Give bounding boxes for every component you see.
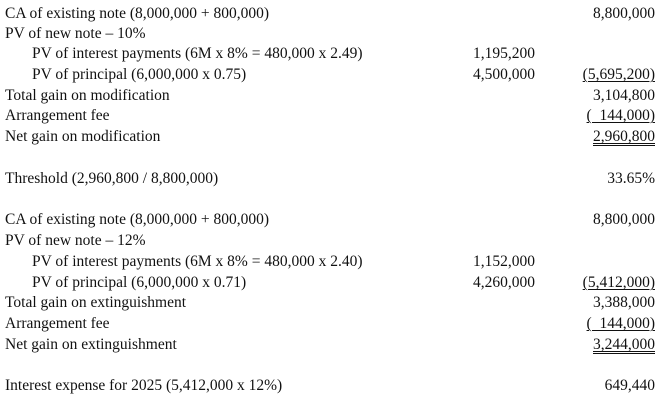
threshold-label: Threshold (2,960,800 / 8,800,000) <box>5 170 219 187</box>
s1-pv-new-label: PV of new note – 10% <box>5 25 146 42</box>
s2-pv-interest-row: PV of interest payments (6M x 8% = 480,0… <box>0 251 666 272</box>
s1-total-gain-row: Total gain on modification 3,104,800 <box>0 85 666 106</box>
s2-net-gain-row: Net gain on extinguishment 3,244,000 <box>0 334 666 355</box>
s2-pv-principal-row: PV of principal (6,000,000 x 0.71) 4,260… <box>0 272 666 293</box>
s1-pv-principal-row: PV of principal (6,000,000 x 0.75) 4,500… <box>0 64 666 85</box>
s2-fee-label: Arrangement fee <box>5 315 110 332</box>
s2-pv-principal-total: (5,412,000) <box>582 274 655 291</box>
s1-ca-total: 8,800,000 <box>593 5 655 22</box>
s2-fee-value: ( 144,000) <box>586 315 655 332</box>
s1-fee-row: Arrangement fee ( 144,000) <box>0 105 666 126</box>
s1-pv-interest-value: 1,195,200 <box>473 45 535 62</box>
threshold-row: Threshold (2,960,800 / 8,800,000) 33.65% <box>0 168 666 189</box>
s2-pv-interest-label: PV of interest payments (6M x 8% = 480,0… <box>32 253 363 270</box>
s2-ca-total: 8,800,000 <box>593 211 655 228</box>
s1-total-gain-value: 3,104,800 <box>593 87 655 104</box>
s1-pv-principal-value: 4,500,000 <box>473 66 535 83</box>
s2-ca-row: CA of existing note (8,000,000 + 800,000… <box>0 209 666 230</box>
s2-pv-interest-value: 1,152,000 <box>473 253 535 270</box>
s1-pv-new-row: PV of new note – 10% <box>0 23 666 44</box>
interest-value: 649,440 <box>604 377 655 394</box>
s2-pv-principal-label: PV of principal (6,000,000 x 0.71) <box>32 274 247 291</box>
s2-pv-new-label: PV of new note – 12% <box>5 232 146 249</box>
threshold-value: 33.65% <box>607 170 655 187</box>
s1-fee-label: Arrangement fee <box>5 107 110 124</box>
s1-pv-interest-row: PV of interest payments (6M x 8% = 480,0… <box>0 43 666 64</box>
s2-fee-row: Arrangement fee ( 144,000) <box>0 313 666 334</box>
s1-fee-value: ( 144,000) <box>586 107 655 124</box>
s1-net-gain-value: 2,960,800 <box>593 128 655 145</box>
s2-net-gain-label: Net gain on extinguishment <box>5 336 177 353</box>
s1-net-gain-label: Net gain on modification <box>5 128 161 145</box>
s1-total-gain-label: Total gain on modification <box>5 87 170 104</box>
s1-pv-principal-label: PV of principal (6,000,000 x 0.75) <box>32 66 247 83</box>
s1-pv-interest-label: PV of interest payments (6M x 8% = 480,0… <box>32 45 363 62</box>
s2-total-gain-value: 3,388,000 <box>593 294 655 311</box>
s1-ca-row: CA of existing note (8,000,000 + 800,000… <box>0 3 666 24</box>
s1-pv-principal-total: (5,695,200) <box>582 66 655 83</box>
s2-total-gain-row: Total gain on extinguishment 3,388,000 <box>0 292 666 313</box>
s2-pv-principal-value: 4,260,000 <box>473 274 535 291</box>
s1-net-gain-row: Net gain on modification 2,960,800 <box>0 126 666 147</box>
s2-net-gain-value: 3,244,000 <box>593 336 655 353</box>
s2-pv-new-row: PV of new note – 12% <box>0 230 666 251</box>
interest-label: Interest expense for 2025 (5,412,000 x 1… <box>5 377 283 394</box>
interest-row: Interest expense for 2025 (5,412,000 x 1… <box>0 375 666 396</box>
s2-total-gain-label: Total gain on extinguishment <box>5 294 187 311</box>
s2-ca-label: CA of existing note (8,000,000 + 800,000… <box>5 211 270 228</box>
s1-ca-label: CA of existing note (8,000,000 + 800,000… <box>5 5 270 22</box>
